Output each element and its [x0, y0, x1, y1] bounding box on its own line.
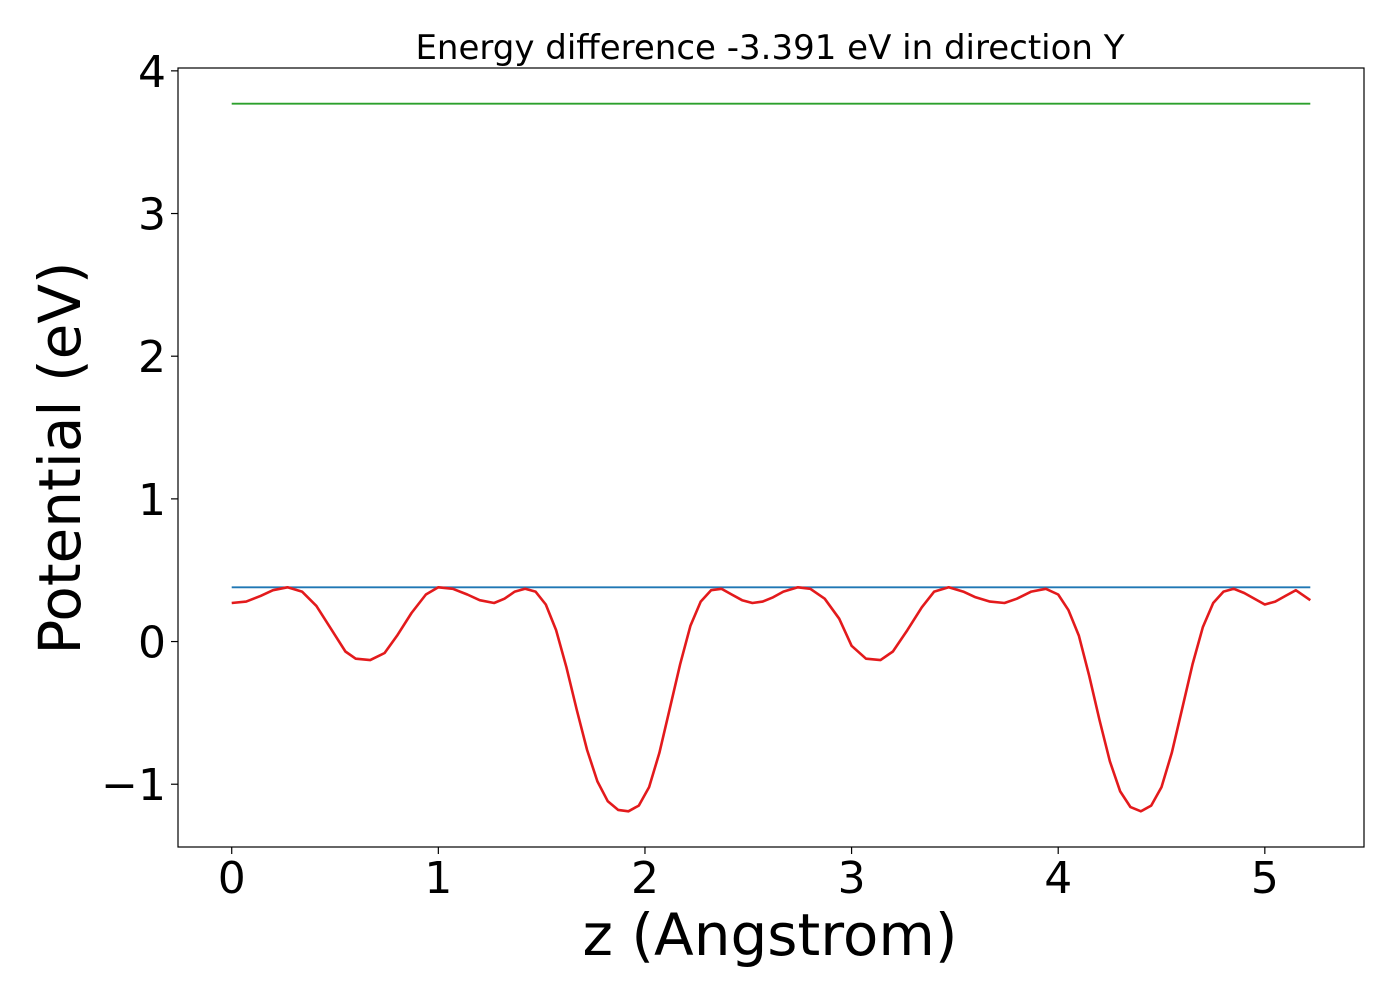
series-layer: [231, 102, 1312, 813]
x-tick-label: 1: [424, 853, 452, 904]
y-tick-label: 3: [138, 190, 166, 241]
x-tick-label: 3: [838, 853, 866, 904]
y-axis-label: Potential (eV): [26, 261, 94, 654]
plot-area: [177, 67, 1365, 848]
y-tick-label: 1: [138, 475, 166, 526]
series-line-3: [231, 585, 1312, 813]
chart-title: Energy difference -3.391 eV in direction…: [415, 28, 1124, 68]
y-axis: −1 0 1 2 3 4: [101, 47, 178, 811]
axes-frame: [177, 67, 1365, 848]
y-tick-label: 4: [138, 47, 166, 98]
y-tick-label: 0: [138, 618, 166, 669]
y-tick-label: −1: [101, 760, 166, 811]
x-tick-label: 5: [1251, 853, 1279, 904]
x-tick-label: 4: [1044, 853, 1072, 904]
x-tick-label: 0: [218, 853, 246, 904]
y-tick-label: 2: [138, 332, 166, 383]
x-axis: 0 1 2 3 4 5: [218, 847, 1279, 904]
x-axis-label: z (Angstrom): [583, 901, 958, 969]
x-tick-label: 2: [631, 853, 659, 904]
